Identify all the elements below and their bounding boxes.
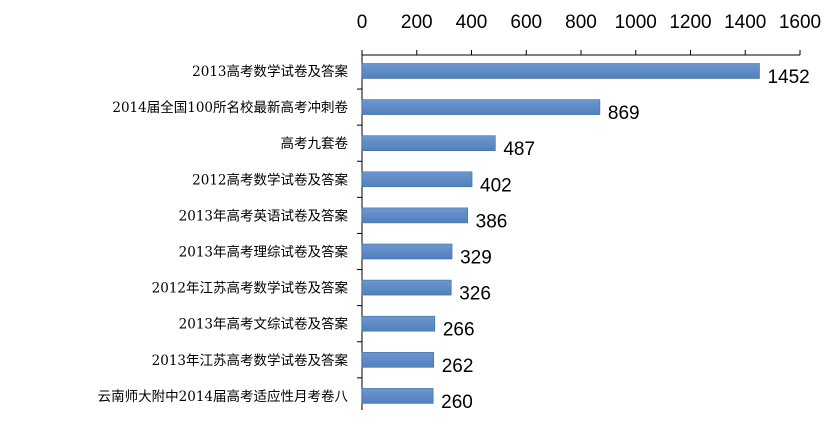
bar — [361, 63, 760, 79]
category-label: 2013年江苏高考数学试卷及答案 — [152, 352, 349, 369]
category-label: 2012年江苏高考数学试卷及答案 — [152, 280, 349, 297]
x-tick-label: 800 — [565, 12, 597, 33]
data-label: 266 — [443, 320, 475, 341]
category-label: 2013高考数学试卷及答案 — [192, 63, 348, 80]
bar — [361, 243, 453, 260]
data-label: 869 — [608, 103, 640, 124]
category-label: 2013年高考理综试卷及答案 — [179, 244, 349, 261]
bar — [361, 315, 436, 332]
bar — [361, 171, 473, 188]
x-axis-ticks: 0 200 400 600 800 1000 1200 1400 1600 — [357, 12, 821, 55]
data-label: 329 — [460, 248, 492, 269]
bar — [361, 388, 434, 404]
category-label: 2013年高考英语试卷及答案 — [179, 207, 349, 224]
category-label: 高考九套卷 — [281, 135, 349, 152]
category-label: 2013年高考文综试卷及答案 — [179, 316, 349, 333]
category-label: 2014届全国100所名校最新高考冲刺卷 — [112, 99, 348, 116]
bar — [361, 207, 468, 224]
data-label: 487 — [503, 139, 535, 160]
x-tick-label: 1200 — [669, 12, 711, 33]
bar — [361, 135, 496, 151]
data-label: 260 — [441, 392, 473, 413]
x-tick-label: 400 — [456, 12, 488, 33]
bar — [361, 351, 435, 368]
x-tick-label: 1000 — [615, 12, 657, 33]
x-tick-label: 1600 — [779, 12, 821, 33]
bar — [361, 99, 601, 115]
category-label: 2012高考数学试卷及答案 — [192, 171, 348, 188]
bars — [361, 63, 760, 404]
category-ticks — [357, 88, 362, 379]
data-label: 262 — [442, 356, 474, 377]
data-label: 402 — [480, 175, 512, 196]
data-label: 386 — [476, 211, 508, 232]
x-tick-label: 200 — [401, 12, 433, 33]
value-labels: 1452 869 487 402 386 329 326 266 262 260 — [441, 67, 810, 413]
data-label: 1452 — [767, 67, 809, 88]
x-tick-label: 600 — [510, 12, 542, 33]
x-tick-label: 1400 — [724, 12, 766, 33]
x-tick-label: 0 — [357, 12, 368, 33]
data-label: 326 — [459, 284, 491, 305]
bar — [361, 279, 452, 296]
category-label: 云南师大附中2014届高考适应性月考卷八 — [98, 388, 349, 405]
